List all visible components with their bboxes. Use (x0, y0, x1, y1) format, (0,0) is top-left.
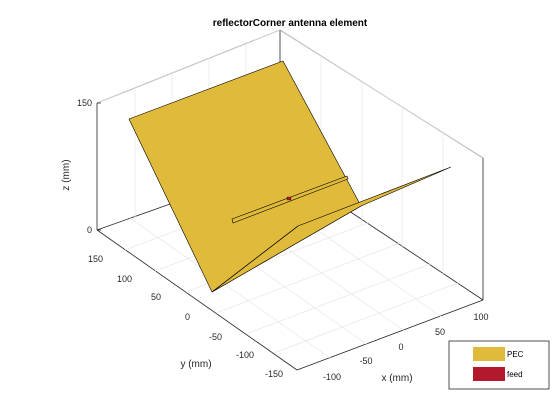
x-tick-label: -100 (323, 372, 341, 382)
y-axis-label: y (mm) (180, 359, 211, 370)
z-axis: 150 0 z (mm) (61, 98, 101, 235)
z-tick-label: 150 (77, 98, 92, 108)
legend-swatch-pec (473, 347, 505, 361)
feed-point (286, 196, 292, 201)
y-tick-label: -150 (265, 369, 283, 379)
z-axis-label: z (mm) (61, 159, 72, 190)
y-axis: 150 100 50 0 -50 -100 -150 y (mm) (88, 254, 283, 379)
y-tick-label: -50 (209, 332, 222, 342)
y-tick-label: 0 (185, 312, 190, 322)
x-tick-label: 0 (398, 342, 403, 352)
legend-label-pec: PEC (507, 350, 524, 359)
x-tick-label: 100 (473, 312, 488, 322)
x-axis-label: x (mm) (381, 373, 412, 384)
legend-swatch-feed (473, 367, 505, 381)
y-tick-label: 50 (151, 292, 161, 302)
legend: PEC feed (448, 340, 550, 390)
y-tick-label: -100 (236, 350, 254, 360)
x-tick-label: -50 (359, 356, 372, 366)
x-tick-label: 50 (435, 327, 445, 337)
x-axis: -100 -50 0 50 100 x (mm) (323, 312, 489, 384)
figure-title: reflectorCorner antenna element (213, 18, 368, 29)
y-tick-label: 100 (117, 274, 132, 284)
y-tick-label: 150 (88, 254, 103, 264)
reflector-fold-line (211, 225, 299, 293)
reflector-plate-left (128, 60, 362, 293)
legend-label-feed: feed (507, 370, 523, 379)
z-tick-label: 0 (87, 225, 92, 235)
